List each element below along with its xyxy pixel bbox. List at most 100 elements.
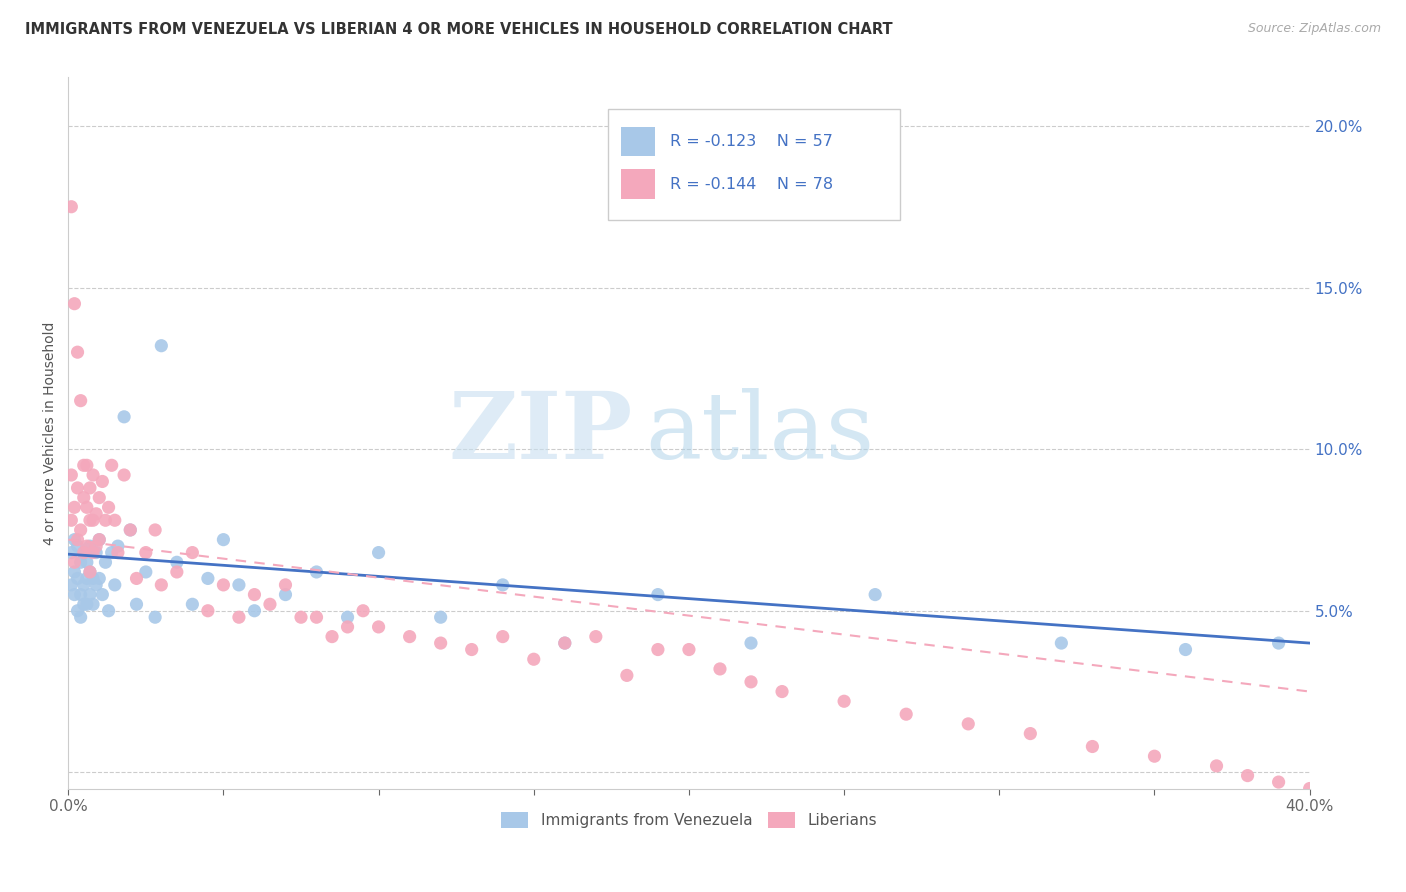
Point (1019, 726, 1042, 740)
Point (554, 636, 576, 650)
Point (740, 636, 762, 650)
Point (321, 630, 343, 644)
Point (243, 604, 266, 618)
Point (84, 545, 107, 559)
Point (69, 555, 91, 569)
Point (66, 604, 89, 618)
Text: Source: ZipAtlas.com: Source: ZipAtlas.com (1247, 22, 1381, 36)
FancyBboxPatch shape (620, 127, 655, 156)
Point (212, 578, 235, 592)
Point (66, 571, 89, 585)
Legend: Immigrants from Venezuela, Liberians: Immigrants from Venezuela, Liberians (495, 806, 883, 834)
Point (770, 684, 793, 698)
Point (1298, 781, 1320, 796)
Point (69, 610, 91, 624)
Point (336, 620, 359, 634)
Point (94, 513, 117, 527)
Point (150, 339, 173, 353)
Point (84, 578, 107, 592)
Point (107, 539, 129, 553)
Point (125, 571, 148, 585)
Point (76, 539, 98, 553)
Point (104, 513, 127, 527)
Point (120, 523, 142, 537)
Point (66, 345, 89, 359)
Point (585, 630, 607, 644)
Point (212, 533, 235, 547)
Point (1143, 749, 1166, 764)
Point (91, 588, 114, 602)
Point (63, 500, 86, 515)
Point (84, 507, 107, 521)
Point (73, 545, 96, 559)
Point (150, 578, 173, 592)
Point (1361, 794, 1384, 808)
Point (82, 513, 104, 527)
Point (367, 545, 389, 559)
Point (290, 610, 312, 624)
Point (79, 588, 101, 602)
Point (69, 588, 91, 602)
Point (305, 610, 328, 624)
Point (228, 578, 250, 592)
Point (181, 545, 204, 559)
Point (460, 642, 482, 657)
Point (97, 500, 120, 515)
Point (73, 545, 96, 559)
Point (429, 636, 451, 650)
Point (197, 571, 219, 585)
Point (73, 491, 96, 505)
Point (79, 513, 101, 527)
Point (73, 597, 96, 611)
Point (896, 707, 918, 722)
Point (60, 578, 83, 592)
Point (1174, 642, 1197, 657)
Point (89, 533, 111, 547)
Point (73, 458, 96, 473)
FancyBboxPatch shape (609, 110, 900, 219)
Point (94, 555, 117, 569)
Text: atlas: atlas (645, 388, 875, 478)
Point (104, 578, 127, 592)
Point (1081, 739, 1104, 754)
Point (66, 481, 89, 495)
Point (60, 200, 83, 214)
Text: R = -0.144    N = 78: R = -0.144 N = 78 (671, 177, 834, 192)
Point (69, 523, 91, 537)
Point (60, 468, 83, 483)
Point (429, 610, 451, 624)
Point (336, 610, 359, 624)
Point (82, 571, 104, 585)
Point (398, 630, 420, 644)
Point (957, 717, 980, 731)
Point (89, 533, 111, 547)
Point (60, 513, 83, 527)
Point (84, 539, 107, 553)
Point (125, 597, 148, 611)
Point (100, 458, 122, 473)
Point (91, 475, 114, 489)
Point (135, 565, 157, 579)
Point (740, 674, 762, 689)
Point (76, 571, 98, 585)
Point (82, 545, 104, 559)
Point (1267, 636, 1289, 650)
Point (1330, 788, 1353, 802)
Text: IMMIGRANTS FROM VENEZUELA VS LIBERIAN 4 OR MORE VEHICLES IN HOUSEHOLD CORRELATIO: IMMIGRANTS FROM VENEZUELA VS LIBERIAN 4 … (25, 22, 893, 37)
Point (143, 523, 166, 537)
Point (79, 565, 101, 579)
Point (63, 533, 86, 547)
Point (709, 662, 731, 676)
Point (135, 545, 157, 559)
Point (89, 491, 111, 505)
Point (1236, 769, 1258, 783)
FancyBboxPatch shape (620, 169, 655, 199)
Point (100, 545, 122, 559)
Point (82, 468, 104, 483)
Point (73, 578, 96, 592)
Point (76, 500, 98, 515)
Point (66, 539, 89, 553)
Point (60, 545, 83, 559)
Point (228, 610, 250, 624)
Point (678, 642, 700, 657)
